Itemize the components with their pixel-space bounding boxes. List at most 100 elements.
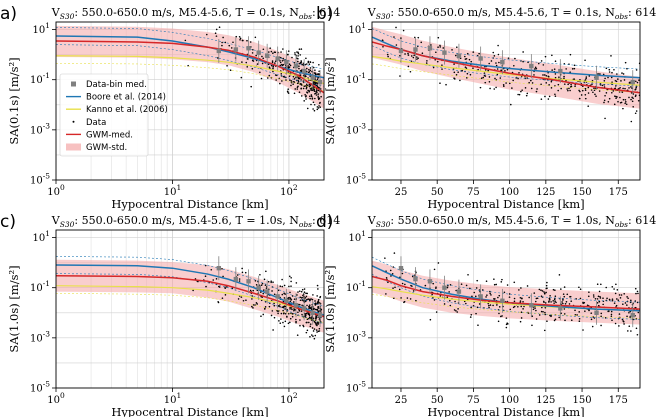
data-bin-marker [264, 53, 270, 58]
data-point [303, 288, 306, 290]
data-point [634, 306, 637, 309]
data-point [623, 323, 625, 325]
data-point [554, 95, 557, 97]
data-point [442, 47, 445, 49]
data-point [249, 41, 252, 43]
data-point [272, 67, 274, 70]
data-point [256, 63, 259, 65]
data-point [310, 306, 313, 308]
data-point [584, 93, 587, 96]
data-point [551, 69, 553, 71]
data-point [638, 79, 640, 81]
data-point [635, 80, 637, 83]
data-point [514, 57, 516, 60]
data-point [308, 298, 310, 301]
data-point [610, 76, 613, 79]
x-tick-label: 150 [573, 395, 592, 406]
data-point [312, 61, 314, 64]
data-point [275, 79, 277, 81]
data-point [436, 60, 439, 63]
data-point [282, 321, 284, 324]
x-tick-label: 100 [47, 183, 65, 198]
data-point [392, 287, 394, 289]
data-point [466, 77, 468, 79]
data-point [416, 58, 418, 60]
data-point [608, 68, 611, 71]
data-point [568, 303, 571, 305]
data-point [318, 327, 321, 330]
data-point [592, 91, 594, 94]
data-point [446, 296, 449, 299]
data-point [439, 82, 441, 84]
data-point [289, 291, 291, 294]
data-point [410, 55, 413, 57]
data-bin-marker [310, 75, 315, 80]
y-tick-label: 10-3 [30, 121, 50, 136]
data-point [488, 80, 491, 83]
data-point [485, 296, 487, 298]
data-point [493, 55, 496, 57]
data-point [437, 46, 439, 48]
data-point [588, 309, 590, 312]
data-point [439, 46, 442, 48]
data-point [229, 69, 232, 72]
data-point [251, 298, 253, 300]
x-tick-label: 50 [431, 187, 444, 198]
data-point [282, 63, 285, 66]
data-point [545, 291, 547, 294]
legend-box [59, 73, 149, 157]
data-point [395, 26, 397, 29]
data-point [570, 300, 573, 302]
data-point [284, 320, 287, 323]
data-point [563, 313, 566, 315]
data-point [537, 62, 540, 65]
data-point [627, 297, 629, 300]
data-point [552, 300, 555, 302]
x-axis-label: Hypocentral Distance [km] [111, 197, 268, 211]
data-point [496, 68, 499, 70]
data-point [454, 300, 456, 303]
data-point [607, 310, 609, 313]
data-point [288, 285, 290, 288]
data-point [550, 301, 552, 303]
data-point [509, 103, 512, 106]
data-point [217, 57, 219, 59]
data-point [246, 66, 249, 68]
data-point [551, 54, 553, 57]
data-point [615, 304, 618, 307]
data-point [618, 294, 621, 296]
data-point [593, 296, 595, 298]
data-point [637, 99, 640, 102]
data-point [274, 62, 276, 64]
data-point [489, 87, 491, 90]
data-point [528, 296, 530, 299]
data-point [224, 294, 227, 296]
data-point [272, 281, 274, 283]
data-bin-marker [413, 276, 418, 282]
data-point [626, 304, 628, 306]
data-point [538, 314, 541, 316]
data-point [617, 100, 619, 103]
data-bin-marker [427, 279, 433, 284]
data-point [626, 315, 628, 318]
data-point [544, 95, 546, 98]
data-point [625, 100, 627, 103]
x-tick-label: 100 [500, 187, 519, 198]
data-point [545, 82, 548, 84]
data-point [310, 103, 312, 106]
data-point [615, 283, 617, 286]
data-point [531, 82, 534, 84]
data-point [313, 109, 316, 112]
y-axis-label: SA(0.1s) [m/s²] [7, 57, 21, 144]
data-point [221, 41, 223, 44]
data-bin-markers [216, 36, 323, 95]
data-point [293, 309, 295, 312]
data-point [393, 252, 396, 254]
data-point [464, 55, 466, 58]
data-bin-marker [275, 56, 280, 61]
data-point [540, 310, 543, 313]
data-point [252, 48, 254, 51]
data-point [459, 79, 461, 82]
data-point [429, 318, 432, 321]
data-point [506, 68, 509, 71]
